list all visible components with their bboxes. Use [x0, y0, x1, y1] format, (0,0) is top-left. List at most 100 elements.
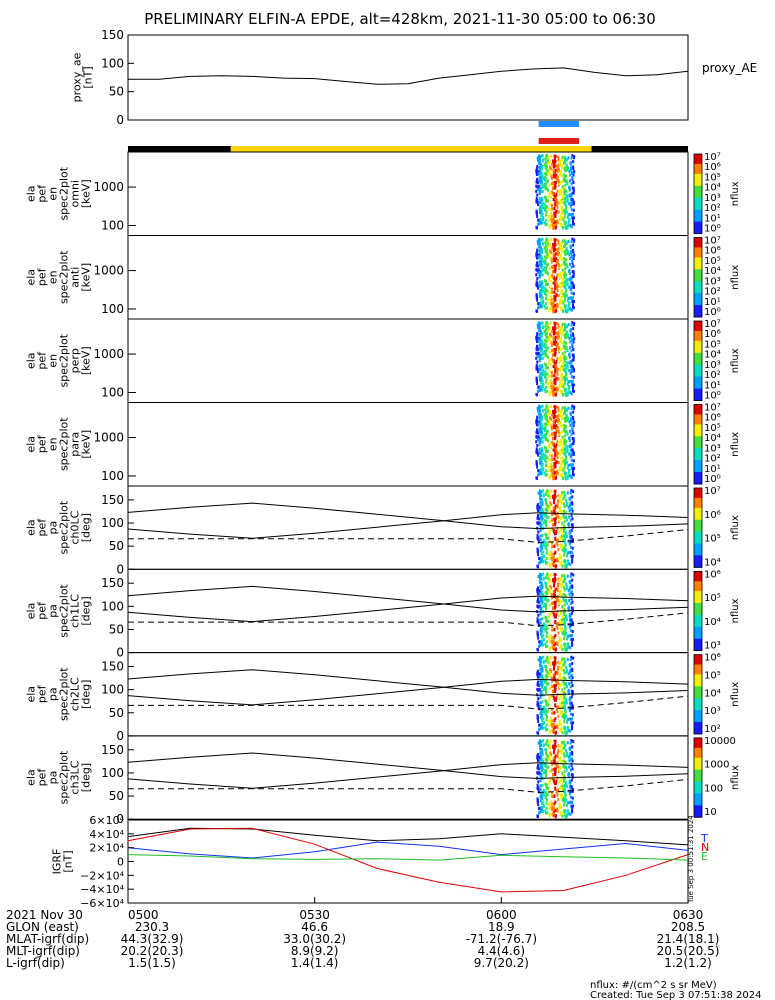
- spectrogram-cell: [544, 415, 547, 419]
- spectrogram-cell: [555, 415, 558, 419]
- spectrogram-cell: [568, 202, 571, 206]
- spectrogram-cell: [553, 160, 556, 164]
- spectrogram-cell: [541, 165, 544, 168]
- colorbar-band: [694, 223, 702, 227]
- pitch-angle-frame: [127, 568, 689, 654]
- spectrogram-cell: [536, 269, 539, 273]
- spectrogram-cell: [548, 504, 551, 508]
- spectrogram-cell: [562, 680, 565, 684]
- spectrogram-cell: [544, 628, 547, 632]
- spectrogram-cell: [537, 755, 540, 759]
- colorbar-band: [694, 682, 702, 685]
- spectrogram-cell: [543, 604, 545, 608]
- spectrogram-cell: [550, 167, 552, 171]
- colorbar-tick-label: 10⁶: [704, 246, 721, 257]
- colorbar-band: [694, 259, 702, 262]
- spectrogram-cell: [564, 209, 567, 213]
- spectrogram-cell: [552, 607, 554, 610]
- spectrogram-cell: [539, 712, 542, 716]
- spectrogram-cell: [544, 324, 547, 328]
- spectrogram-cell: [561, 462, 564, 465]
- spectrogram-cell: [544, 207, 547, 211]
- spectrogram-cell: [541, 189, 544, 193]
- spectrogram-cell: [544, 331, 547, 335]
- spectrogram-cell: [553, 562, 556, 566]
- colorbar-label: nflux: [730, 432, 741, 457]
- spectrogram-cell: [538, 675, 541, 679]
- spectrogram-cell: [558, 636, 561, 640]
- spectrogram-cell: [556, 169, 559, 173]
- spectrogram-cell: [561, 665, 564, 669]
- spectrogram-cell: [540, 656, 542, 660]
- spectrogram-cell: [551, 274, 553, 278]
- colorbar-band: [694, 392, 702, 396]
- spectrogram-cell: [567, 755, 570, 759]
- spectrogram-cell: [536, 800, 539, 804]
- spectrogram-cell: [564, 378, 567, 382]
- spectrogram-cell: [540, 418, 543, 421]
- spectrogram-cell: [564, 157, 567, 161]
- spectrogram-cell: [558, 193, 561, 197]
- colorbar-band: [694, 728, 702, 731]
- spectrogram-cell: [571, 176, 574, 180]
- spectrogram-cell: [558, 444, 561, 448]
- spectrogram-cell: [545, 709, 548, 712]
- colorbar-band: [694, 406, 702, 409]
- spectrogram-cell: [543, 596, 546, 600]
- colorbar-band: [694, 795, 702, 798]
- spectrogram-cell: [544, 241, 547, 245]
- spectrogram-cell: [545, 353, 548, 357]
- colorbar-band: [694, 585, 702, 588]
- colorbar-band: [694, 716, 702, 719]
- colorbar-band: [694, 398, 702, 401]
- spectrogram-cell: [571, 759, 574, 763]
- spectrogram-cell: [540, 422, 543, 426]
- spectrogram-cell: [569, 585, 572, 589]
- spectrogram-cell: [536, 415, 539, 419]
- spectrogram-cell: [546, 262, 549, 266]
- spectrogram-cell: [568, 253, 571, 257]
- spectrogram-cell: [543, 388, 546, 391]
- spectrogram-cell: [572, 490, 575, 494]
- spectrogram-cell: [559, 694, 562, 698]
- spectrogram-cell: [553, 223, 555, 227]
- igrf-ylabel: IGRF[nT]: [51, 849, 75, 875]
- spectrogram-cell: [539, 560, 542, 564]
- spectrogram-cell: [551, 610, 554, 614]
- spectrogram-cell: [536, 753, 539, 756]
- spectrogram-cell: [550, 759, 553, 763]
- spectrogram-cell: [553, 421, 556, 425]
- colorbar-tick-label: 10²: [704, 370, 721, 381]
- igrf-series-line: [127, 827, 689, 893]
- spectrogram-cell: [571, 404, 574, 408]
- spectrogram-cell: [553, 269, 556, 273]
- colorbar-label: nflux: [730, 265, 741, 290]
- spectrogram-cell: [539, 799, 542, 803]
- spectrogram-cell: [545, 576, 547, 580]
- spectrogram-cell: [563, 740, 566, 744]
- spectrogram-cell: [542, 456, 545, 460]
- spectrogram-cell: [560, 347, 563, 351]
- colorbar-band: [694, 328, 702, 332]
- spectrogram-cell: [547, 682, 550, 686]
- spectrogram-cell: [537, 406, 540, 410]
- colorbar-tick-label: 10⁰: [704, 474, 721, 485]
- colorbar-band: [694, 303, 702, 306]
- spectrogram-cell: [562, 393, 565, 397]
- spectrogram-cell: [560, 249, 563, 253]
- colorbar-band: [694, 607, 702, 610]
- spectrogram-cell: [561, 814, 564, 818]
- spectrogram-cell: [555, 359, 558, 363]
- spectrogram-cell: [549, 539, 551, 543]
- spectrogram-cell: [555, 199, 558, 202]
- spectrogram-cell: [549, 729, 552, 733]
- spectrogram-cell: [556, 259, 559, 262]
- spectrogram-cell: [568, 452, 571, 456]
- spectrogram-cell: [560, 389, 563, 393]
- colorbar-label-text: nflux: [730, 515, 741, 540]
- spectrogram-cell: [536, 758, 539, 762]
- spectrogram-cell: [544, 782, 547, 786]
- colorbar-band: [694, 765, 702, 769]
- colorbar-band: [694, 779, 702, 782]
- spectrogram-cell: [563, 588, 566, 592]
